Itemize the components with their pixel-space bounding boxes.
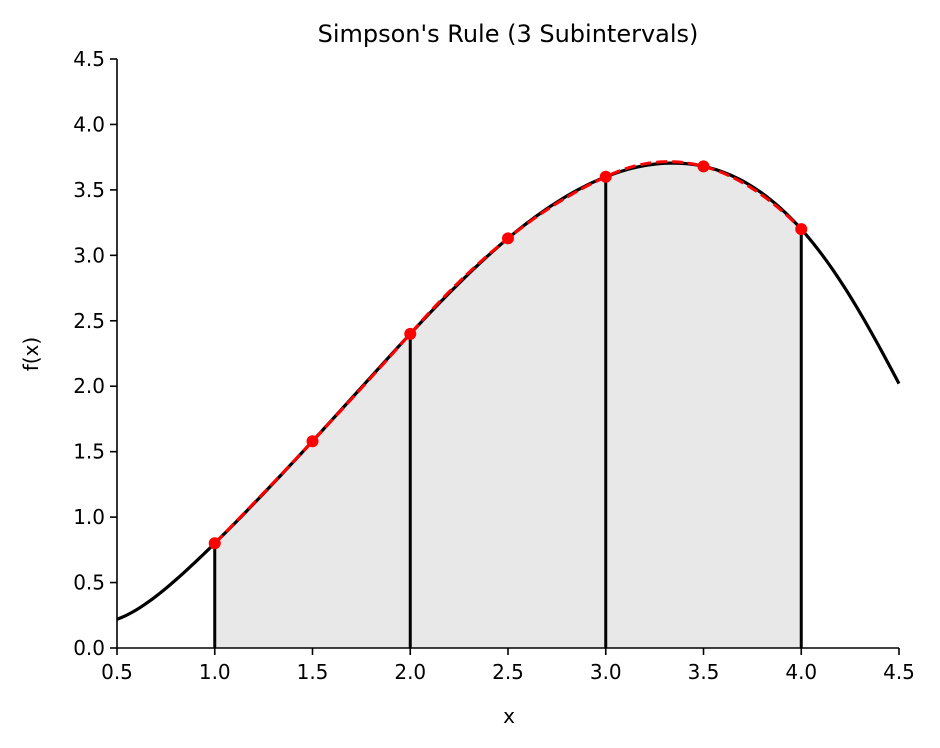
- y-tick-label: 3.5: [73, 178, 105, 202]
- sample-point: [208, 537, 221, 550]
- x-tick-label: 0.5: [101, 660, 133, 684]
- sample-point: [502, 232, 514, 245]
- x-tick-label: 1.0: [199, 660, 231, 684]
- y-tick-label: 0.0: [73, 636, 105, 660]
- x-tick-label: 1.5: [297, 660, 329, 684]
- sample-point: [306, 435, 319, 448]
- sample-point: [404, 327, 417, 340]
- y-tick-label: 4.0: [73, 112, 105, 136]
- x-tick-label: 3.0: [590, 660, 622, 684]
- x-tick-label: 3.5: [688, 660, 720, 684]
- sample-point: [697, 160, 710, 173]
- y-tick-label: 3.0: [73, 243, 105, 267]
- x-tick-label: 4.5: [883, 660, 915, 684]
- y-tick-label: 4.5: [73, 47, 105, 71]
- y-tick-label: 1.0: [73, 505, 105, 529]
- x-tick-label: 2.5: [492, 660, 524, 684]
- axes: 0.5 1.0 1.5 2.0 2.5 3.0 3.5 4.0 4.50.00.51.01.52…: [73, 47, 915, 684]
- shaded-area: [214, 163, 802, 649]
- x-axis-label: x: [503, 704, 515, 728]
- x-tick-label: 2.0: [394, 660, 426, 684]
- y-tick-label: 2.5: [73, 309, 105, 333]
- sample-point: [599, 170, 612, 183]
- y-tick-label: 0.5: [73, 571, 105, 595]
- y-tick-label: 1.5: [73, 440, 105, 464]
- sample-points: [208, 160, 808, 550]
- y-axis-label: f(x): [19, 337, 43, 371]
- x-tick-label: 4.0: [785, 660, 817, 684]
- sample-point: [795, 223, 808, 236]
- y-tick-label: 2.0: [73, 374, 105, 398]
- subinterval-boundary-lines: [213, 176, 803, 648]
- chart-title: Simpson's Rule (3 Subintervals): [318, 20, 699, 48]
